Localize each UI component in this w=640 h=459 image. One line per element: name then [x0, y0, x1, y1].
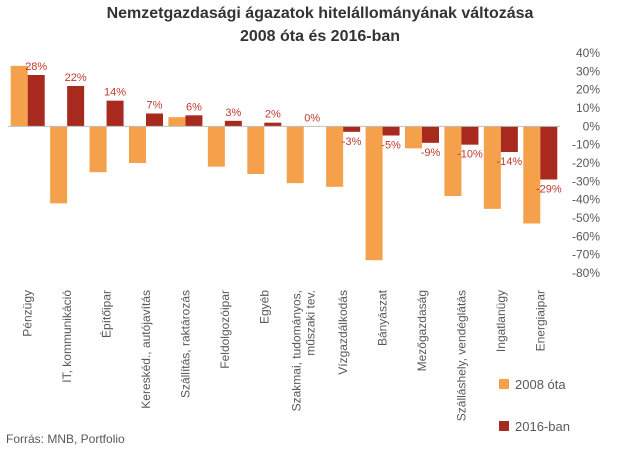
data-label: 14%: [104, 87, 126, 99]
x-axis-labels: Pénzügy IT, kommunikáció Építőipar Kereskéd…: [21, 289, 548, 421]
x-tick-label: Építőipar: [99, 290, 114, 338]
bar-2016: [146, 113, 163, 127]
bar-2016: [264, 122, 282, 127]
y-tick-label: 10%: [576, 101, 600, 115]
data-label: 28%: [25, 61, 47, 73]
legend-swatch: [499, 379, 509, 389]
bar-2016: [382, 126, 400, 136]
chart-title: Nemzetgazdasági ágazatok hitelállományán…: [107, 5, 534, 22]
bar-2008: [207, 126, 225, 167]
data-label: 2%: [265, 109, 281, 121]
bar-2008: [326, 126, 344, 187]
y-axis: 40% 30% 20% 10% 0% -10% -20% -30% -40% -50% -60% -7…: [572, 46, 600, 280]
y-tick-label: -70%: [572, 248, 600, 262]
y-tick-label: -30%: [572, 174, 600, 188]
bar-2008: [286, 126, 304, 184]
x-tick-label: Pénzügy: [21, 290, 35, 337]
bar-2016: [343, 126, 361, 132]
y-tick-label: -50%: [572, 211, 600, 225]
data-label: -3%: [342, 136, 362, 148]
bars-layer: [10, 65, 558, 261]
source-note: Forrás: MNB, Portfolio: [6, 432, 125, 446]
x-tick-label: Vízgazdálkodás: [336, 290, 350, 375]
bar-2016: [27, 75, 45, 127]
x-tick-label: Szállítás, raktározás: [178, 290, 192, 398]
data-label: -14%: [497, 156, 523, 168]
legend: 2008 óta 2016-ban: [499, 377, 570, 434]
data-label: 22%: [65, 72, 87, 84]
legend-label: 2008 óta: [515, 377, 566, 392]
data-label: -29%: [536, 184, 562, 196]
bar-2008: [247, 126, 265, 174]
legend-label: 2016-ban: [515, 419, 570, 434]
x-tick-label: Bányászat: [376, 289, 390, 346]
data-label: -5%: [381, 140, 401, 152]
bar-2008: [10, 65, 28, 127]
x-tick-label: IT, kommunikáció: [60, 290, 74, 383]
bar-2016: [422, 126, 439, 143]
y-tick-label: -40%: [572, 193, 600, 207]
bar-2008: [89, 126, 107, 173]
bar-2016: [106, 100, 124, 127]
bar-2016: [500, 126, 518, 152]
x-tick-label: Szakmai, tudományos,műszaki tev.: [290, 290, 318, 411]
bar-2016: [224, 120, 242, 127]
x-tick-label: Egyéb: [257, 290, 271, 324]
x-tick-label: Mezőgazdaság: [415, 290, 429, 371]
x-tick-label: Ingatlanügy: [494, 290, 508, 352]
bar-2008: [168, 117, 186, 127]
y-tick-label: 40%: [576, 46, 600, 60]
bar-2008: [365, 126, 383, 261]
y-tick-label: -60%: [572, 229, 600, 243]
x-tick-label: Feldolgozóipar: [218, 290, 232, 369]
bar-2016: [67, 86, 85, 127]
bar-2016: [461, 126, 479, 145]
y-tick-label: 0%: [583, 119, 601, 133]
data-label: 3%: [225, 107, 241, 119]
bar-2008: [405, 126, 422, 149]
data-label: 0%: [304, 112, 320, 124]
y-tick-label: -20%: [572, 156, 600, 170]
data-labels-layer: 28% 22% 14% 7% 6% 3% 2% 0% -3% -5% -9% -10% -14% -29%: [25, 61, 562, 196]
bar-2016: [185, 115, 203, 127]
data-label: 7%: [147, 100, 163, 112]
x-tick-label: Energiaipar: [533, 290, 547, 351]
data-label: -9%: [421, 147, 441, 159]
x-tick-label: Kereskéd., autójavítás: [139, 290, 153, 409]
x-tick-label: Szálláshely, vendéglátás: [454, 290, 468, 421]
y-tick-label: 30%: [576, 64, 600, 78]
bar-2016: [540, 126, 558, 180]
y-tick-label: -10%: [572, 138, 600, 152]
data-label: -10%: [457, 149, 483, 161]
bar-2008: [483, 126, 501, 209]
legend-swatch: [499, 421, 509, 431]
data-label: 6%: [186, 101, 202, 113]
bar-2008: [129, 126, 146, 163]
bar-2008: [444, 126, 462, 196]
y-tick-label: 20%: [576, 83, 600, 97]
bar-2008: [523, 126, 541, 224]
chart-subtitle: 2008 óta és 2016-ban: [240, 28, 400, 45]
bar-2008: [50, 126, 68, 204]
y-tick-label: -80%: [572, 266, 600, 280]
